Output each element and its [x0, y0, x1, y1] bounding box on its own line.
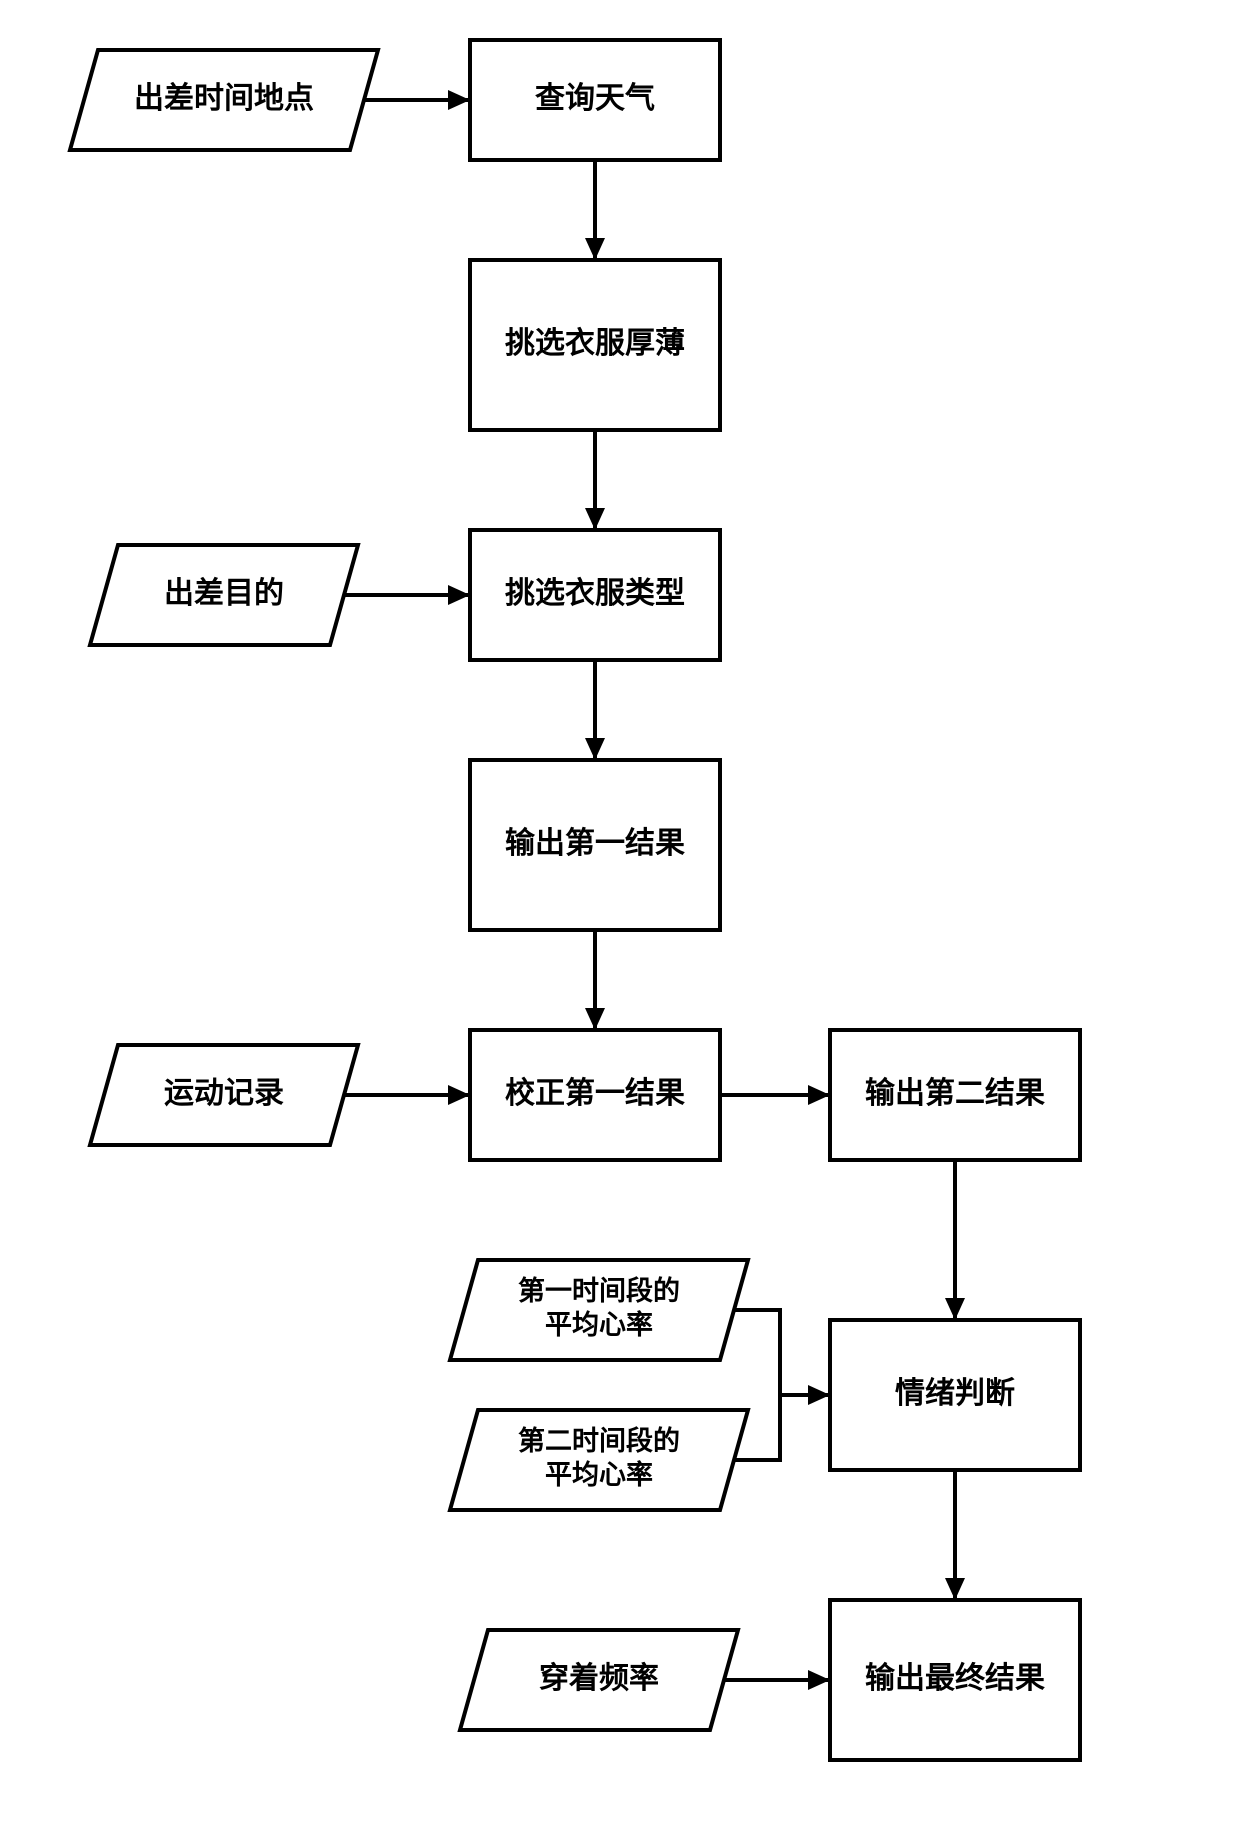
node-label: 出差时间地点	[134, 82, 314, 115]
node-label: 出差目的	[164, 577, 284, 610]
node-p_emotion: 情绪判断	[830, 1320, 1080, 1470]
node-in_hr2: 第二时间段的平均心率	[450, 1410, 748, 1510]
node-label: 查询天气	[535, 82, 655, 115]
node-in_sport: 运动记录	[90, 1045, 358, 1145]
node-p_first: 输出第一结果	[470, 760, 720, 930]
node-label: 输出第二结果	[865, 1076, 1045, 1110]
node-label: 情绪判断	[895, 1377, 1015, 1410]
node-label: 挑选衣服厚薄	[505, 327, 685, 360]
node-p_weather: 查询天气	[470, 40, 720, 160]
node-in_freq: 穿着频率	[460, 1630, 738, 1730]
node-p_second: 输出第二结果	[830, 1030, 1080, 1160]
node-label: 挑选衣服类型	[505, 577, 685, 610]
node-label: 输出第一结果	[505, 826, 685, 860]
node-p_correct: 校正第一结果	[470, 1030, 720, 1160]
node-label: 输出最终结果	[865, 1662, 1045, 1695]
node-in_purpose: 出差目的	[90, 545, 358, 645]
edge-in_hr2-to-p_emotion	[734, 1395, 830, 1460]
node-label: 穿着频率	[539, 1661, 659, 1695]
node-p_type: 挑选衣服类型	[470, 530, 720, 660]
node-label: 校正第一结果	[505, 1076, 685, 1110]
edge-in_hr1-to-p_emotion	[734, 1310, 830, 1395]
node-p_final: 输出最终结果	[830, 1600, 1080, 1760]
flowchart-canvas: 出差时间地点 查询天气挑选衣服厚薄出差目的 挑选衣服类型输出第一结果运动记录 校正第一…	[0, 0, 1240, 1826]
node-in_hr1: 第一时间段的平均心率	[450, 1260, 748, 1360]
node-in_time_place: 出差时间地点	[70, 50, 378, 150]
node-label: 运动记录	[164, 1077, 284, 1110]
node-p_thickness: 挑选衣服厚薄	[470, 260, 720, 430]
nodes-layer: 出差时间地点 查询天气挑选衣服厚薄出差目的 挑选衣服类型输出第一结果运动记录 校正第一…	[70, 40, 1080, 1760]
